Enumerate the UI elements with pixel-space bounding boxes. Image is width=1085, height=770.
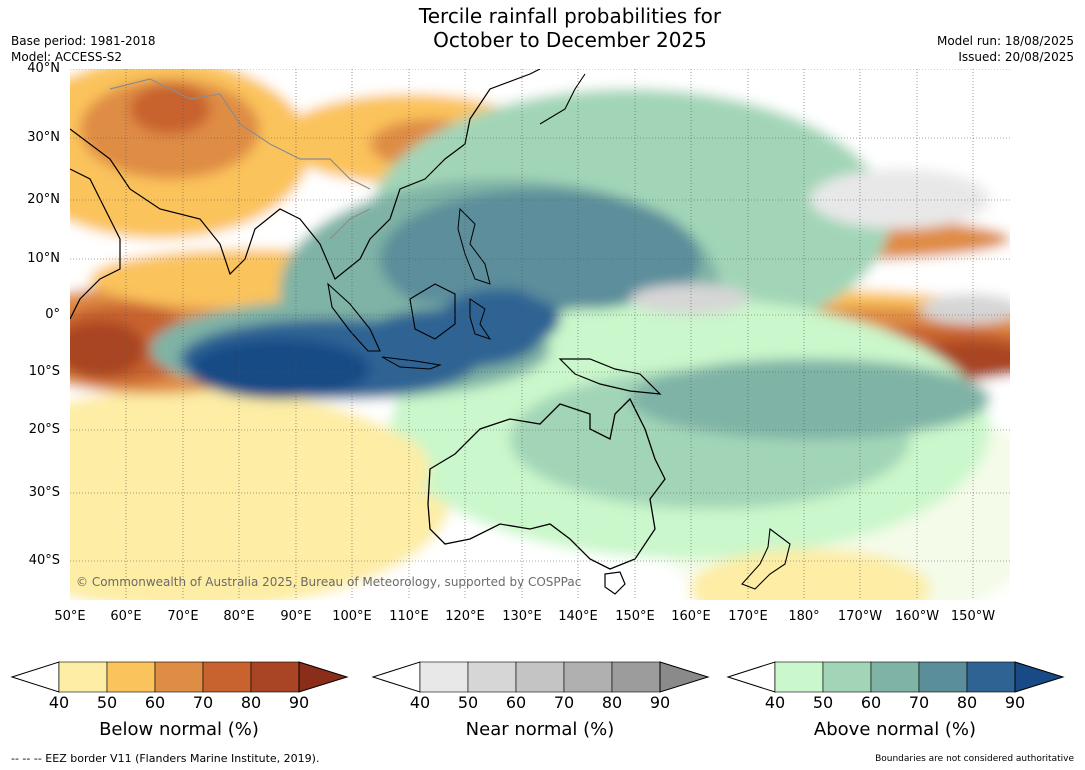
title-line-1: Tercile rainfall probabilities for — [418, 4, 722, 28]
copyright-notice: © Commonwealth of Australia 2025, Bureau… — [76, 575, 582, 589]
lat-label-40n: 40°N — [27, 61, 60, 76]
above-tick-70: 70 — [908, 693, 930, 712]
graticule — [70, 69, 1010, 600]
lon-label-150e: 150°E — [615, 609, 655, 624]
borneo-coastline — [409, 283, 456, 340]
lat-label-20n: 20°N — [27, 192, 60, 207]
model-name: Model: ACCESS-S2 — [11, 50, 123, 64]
below-tick-90: 90 — [288, 693, 310, 712]
lat-label-30n: 30°N — [27, 130, 60, 145]
map-canvas — [70, 69, 1010, 600]
near-tick-80: 80 — [601, 693, 623, 712]
lon-label-50e: 50°E — [54, 609, 86, 624]
lon-label-90e: 90°E — [280, 609, 312, 624]
lat-label-10n: 10°N — [27, 251, 60, 266]
lon-label-60e: 60°E — [110, 609, 142, 624]
sulawesi-coastline — [469, 298, 492, 340]
below-tick-50: 50 — [96, 693, 118, 712]
lon-label-160w: 160°W — [894, 609, 940, 624]
above-tick-90: 90 — [1004, 693, 1026, 712]
model-run: Model run: 18/08/2025 — [936, 34, 1074, 48]
country-borders — [109, 78, 371, 240]
map-title: Tercile rainfall probabilities for Octob… — [300, 4, 840, 52]
legend-near-title: Near normal (%) — [465, 719, 615, 740]
lat-label-0: 0° — [45, 307, 60, 322]
philippines-coastline — [457, 207, 491, 285]
lon-label-180: 180° — [788, 609, 820, 624]
lon-label-140e: 140°E — [558, 609, 598, 624]
boundary-disclaimer: Boundaries are not considered authoritat… — [875, 754, 1074, 764]
lon-label-70e: 70°E — [167, 609, 199, 624]
below-tick-70: 70 — [192, 693, 214, 712]
above-tick-80: 80 — [956, 693, 978, 712]
japan-coastline — [539, 73, 586, 125]
title-line-2: October to December 2025 — [433, 28, 707, 52]
eez-note: -- -- -- EEZ border V11 (Flanders Marine… — [11, 752, 320, 765]
lon-label-110e: 110°E — [389, 609, 429, 624]
legend-colorbars — [10, 661, 1065, 693]
lon-label-170e: 170°E — [728, 609, 768, 624]
forecast-map — [70, 69, 1010, 600]
java-coastline — [381, 356, 442, 370]
lat-label-20s: 20°S — [28, 422, 60, 437]
lon-label-80e: 80°E — [223, 609, 255, 624]
legend-below-title: Below normal (%) — [99, 719, 259, 740]
tasmania-coastline — [604, 571, 626, 595]
asia-coastline — [70, 69, 541, 280]
lon-label-120e: 120°E — [445, 609, 485, 624]
above-tick-60: 60 — [860, 693, 882, 712]
new-guinea-coastline — [558, 358, 662, 395]
lon-label-130e: 130°E — [502, 609, 542, 624]
lon-label-100e: 100°E — [332, 609, 372, 624]
near-tick-60: 60 — [505, 693, 527, 712]
issued-date: Issued: 20/08/2025 — [958, 50, 1074, 64]
near-tick-50: 50 — [457, 693, 479, 712]
near-tick-40: 40 — [409, 693, 431, 712]
africa-coastline — [70, 168, 121, 320]
below-tick-40: 40 — [48, 693, 70, 712]
legend-near-normal-bar — [371, 661, 710, 693]
above-tick-50: 50 — [812, 693, 834, 712]
below-tick-60: 60 — [144, 693, 166, 712]
legend-above-normal-bar — [726, 661, 1065, 693]
base-period: Base period: 1981-2018 — [11, 34, 156, 48]
lat-label-10s: 10°S — [28, 364, 60, 379]
sumatra-coastline — [327, 282, 381, 352]
lat-label-40s: 40°S — [28, 553, 60, 568]
below-tick-80: 80 — [240, 693, 262, 712]
legend-below-normal-bar — [10, 661, 349, 693]
meta-right: Model run: 18/08/2025 Issued: 20/08/2025 — [937, 33, 1074, 65]
lat-label-30s: 30°S — [28, 485, 60, 500]
meta-left: Base period: 1981-2018 Model: ACCESS-S2 — [11, 33, 156, 65]
probability-field — [70, 69, 1010, 600]
lon-label-150w: 150°W — [950, 609, 996, 624]
above-tick-40: 40 — [764, 693, 786, 712]
australia-coastline — [427, 397, 666, 570]
lon-label-170w: 170°W — [837, 609, 883, 624]
legend-above-title: Above normal (%) — [813, 719, 977, 740]
near-tick-90: 90 — [649, 693, 671, 712]
near-tick-70: 70 — [553, 693, 575, 712]
new-zealand-coastline — [741, 527, 791, 590]
lon-label-160e: 160°E — [671, 609, 711, 624]
